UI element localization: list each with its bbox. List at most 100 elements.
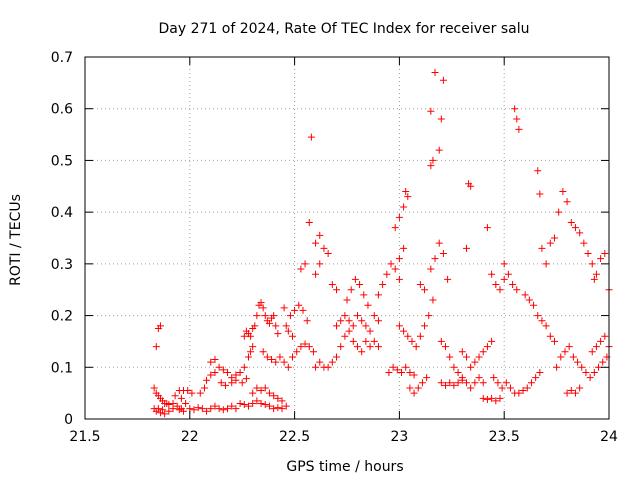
data-point bbox=[265, 319, 273, 327]
data-point bbox=[366, 327, 374, 335]
data-point bbox=[471, 358, 479, 366]
data-point bbox=[569, 353, 577, 361]
data-point bbox=[435, 146, 443, 154]
data-point bbox=[546, 239, 554, 247]
data-point bbox=[257, 399, 265, 407]
data-point bbox=[161, 410, 169, 418]
data-point bbox=[345, 327, 353, 335]
data-point bbox=[530, 301, 538, 309]
data-point bbox=[492, 397, 500, 405]
data-point bbox=[341, 332, 349, 340]
data-point bbox=[454, 379, 462, 387]
y-tick-label: 0.6 bbox=[51, 102, 73, 118]
data-point bbox=[588, 348, 596, 356]
data-point bbox=[437, 115, 445, 123]
data-point bbox=[475, 353, 483, 361]
data-point bbox=[479, 379, 487, 387]
data-point bbox=[240, 332, 248, 340]
data-point bbox=[165, 407, 173, 415]
data-point bbox=[312, 270, 320, 278]
y-axis-tick-labels: 0 0.1 0.2 0.3 0.4 0.5 0.6 0.7 bbox=[51, 50, 73, 428]
data-point bbox=[228, 379, 236, 387]
data-point bbox=[402, 187, 410, 195]
data-point bbox=[479, 394, 487, 402]
data-point bbox=[496, 286, 504, 294]
data-point bbox=[362, 322, 370, 330]
data-point bbox=[280, 304, 288, 312]
data-point bbox=[150, 384, 158, 392]
data-point bbox=[316, 260, 324, 268]
data-point bbox=[272, 358, 280, 366]
data-point bbox=[316, 231, 324, 239]
data-point bbox=[404, 193, 412, 201]
data-point bbox=[196, 389, 204, 397]
data-point bbox=[159, 406, 167, 414]
y-axis-title: ROTI / TECUs bbox=[8, 194, 24, 286]
data-point bbox=[546, 332, 554, 340]
data-point bbox=[293, 348, 301, 356]
data-point bbox=[536, 190, 544, 198]
data-point bbox=[312, 363, 320, 371]
data-point bbox=[353, 343, 361, 351]
data-point bbox=[400, 203, 408, 211]
y-tick-label: 0.3 bbox=[51, 257, 73, 273]
data-point bbox=[527, 379, 535, 387]
data-point bbox=[406, 368, 414, 376]
data-point bbox=[217, 379, 225, 387]
data-point bbox=[257, 387, 265, 395]
data-point bbox=[498, 384, 506, 392]
data-point bbox=[207, 371, 215, 379]
data-point bbox=[565, 343, 573, 351]
data-point bbox=[502, 379, 510, 387]
data-point bbox=[410, 371, 418, 379]
data-point bbox=[511, 105, 519, 113]
data-point bbox=[483, 343, 491, 351]
data-point bbox=[479, 348, 487, 356]
data-point bbox=[538, 317, 546, 325]
x-tick-label: 22.5 bbox=[279, 429, 310, 445]
data-point bbox=[316, 358, 324, 366]
data-point bbox=[253, 312, 261, 320]
data-point bbox=[284, 363, 292, 371]
data-point bbox=[274, 330, 282, 338]
data-point bbox=[462, 244, 470, 252]
y-tick-label: 0.4 bbox=[51, 205, 73, 221]
data-point bbox=[444, 275, 452, 283]
data-point bbox=[268, 356, 276, 364]
data-point bbox=[274, 394, 282, 402]
data-point bbox=[395, 275, 403, 283]
data-point bbox=[525, 296, 533, 304]
data-point bbox=[190, 406, 198, 414]
data-point bbox=[592, 343, 600, 351]
data-point bbox=[207, 405, 215, 413]
data-point bbox=[188, 389, 196, 397]
data-point bbox=[586, 374, 594, 382]
data-point bbox=[488, 270, 496, 278]
data-point bbox=[184, 387, 192, 395]
data-point bbox=[437, 337, 445, 345]
data-point bbox=[337, 343, 345, 351]
data-point bbox=[500, 260, 508, 268]
data-point bbox=[257, 299, 265, 307]
data-point bbox=[391, 265, 399, 273]
data-point bbox=[270, 405, 278, 413]
data-point bbox=[228, 402, 236, 410]
data-point bbox=[236, 368, 244, 376]
data-point bbox=[435, 239, 443, 247]
data-point bbox=[427, 107, 435, 115]
data-point bbox=[515, 125, 523, 133]
data-point bbox=[347, 286, 355, 294]
data-point bbox=[578, 363, 586, 371]
y-tick-label: 0.1 bbox=[51, 360, 73, 376]
data-point bbox=[458, 348, 466, 356]
data-point bbox=[504, 270, 512, 278]
data-point bbox=[211, 402, 219, 410]
data-point bbox=[270, 392, 278, 400]
data-point bbox=[251, 322, 259, 330]
data-point bbox=[416, 332, 424, 340]
data-point bbox=[289, 353, 297, 361]
data-point bbox=[559, 187, 567, 195]
data-point bbox=[374, 291, 382, 299]
data-point bbox=[523, 384, 531, 392]
